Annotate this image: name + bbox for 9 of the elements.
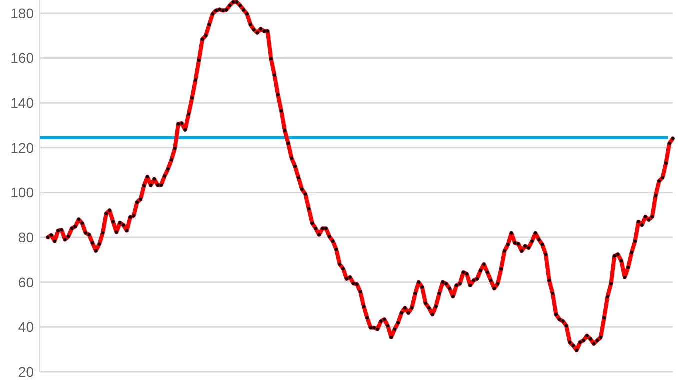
y-tick-label: 120	[10, 140, 34, 156]
y-tick-label: 80	[18, 229, 34, 246]
y-tick-label: 140	[10, 94, 34, 111]
y-tick-label: 40	[18, 319, 34, 336]
y-tick-label: 180	[10, 5, 34, 22]
y-tick-label: 160	[10, 50, 34, 66]
y-tick-label: 20	[18, 364, 34, 380]
y-tick-label: 60	[18, 274, 34, 290]
y-tick-label: 100	[10, 184, 34, 201]
